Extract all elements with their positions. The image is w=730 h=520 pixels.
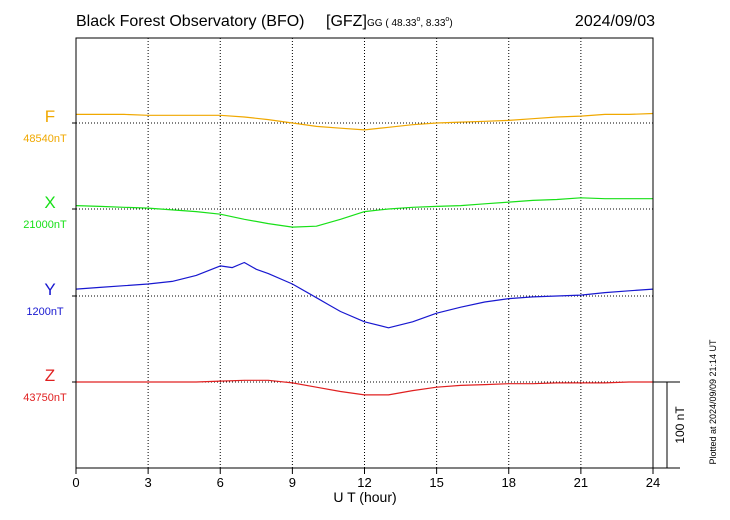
x-axis-label: U T (hour) (333, 489, 396, 505)
series-baseline-y: 1200nT (26, 306, 64, 318)
institute-label: [GFZ] (326, 13, 367, 30)
series-group (75, 112, 654, 396)
plot-frame (75, 37, 654, 469)
series-name-y: Y (44, 280, 55, 299)
coords-prefix: GG ( 48.33 (367, 18, 417, 29)
series-line-x (75, 197, 653, 228)
grid (147, 38, 582, 468)
coords-label: GG ( 48.33o, 8.33o) (367, 16, 453, 29)
series-labels: F 48540nT X 21000nT Y 1200nT Z 43750nT (23, 107, 67, 404)
baselines (72, 122, 653, 383)
x-tick-label: 3 (145, 475, 152, 490)
series-name-f: F (45, 107, 55, 126)
series-line-z (76, 379, 653, 396)
chart-date: 2024/09/03 (575, 13, 655, 30)
series-baseline-f: 48540nT (23, 133, 67, 145)
plotted-note: Plotted at 2024/09/09 21:14 UT (708, 339, 718, 465)
series-baseline-z: 43750nT (23, 392, 67, 404)
chart-title: Black Forest Observatory (BFO) (76, 13, 305, 30)
x-tick-label: 18 (502, 475, 516, 490)
series-name-z: Z (45, 366, 55, 385)
series-baseline-x: 21000nT (23, 219, 67, 231)
x-tick-label: 6 (217, 475, 224, 490)
x-tick-label: 24 (646, 475, 660, 490)
x-axis-ticks: 0 3 6 9 12 15 18 21 24 (72, 468, 660, 490)
coords-suffix: ) (449, 18, 452, 29)
x-tick-label: 21 (574, 475, 588, 490)
x-tick-label: 9 (289, 475, 296, 490)
coords-degree-2: o (445, 16, 449, 23)
scale-bar-label: 100 nT (673, 406, 687, 444)
series-name-x: X (44, 193, 55, 212)
coords-degree-1: o (416, 16, 420, 23)
scale-bar: 100 nT (653, 381, 687, 469)
x-tick-label: 12 (357, 475, 371, 490)
x-tick-label: 15 (429, 475, 443, 490)
coords-sep: , 8.33 (420, 18, 445, 29)
series-line-f (76, 112, 654, 131)
x-tick-label: 0 (72, 475, 79, 490)
series-line-y (75, 261, 654, 329)
